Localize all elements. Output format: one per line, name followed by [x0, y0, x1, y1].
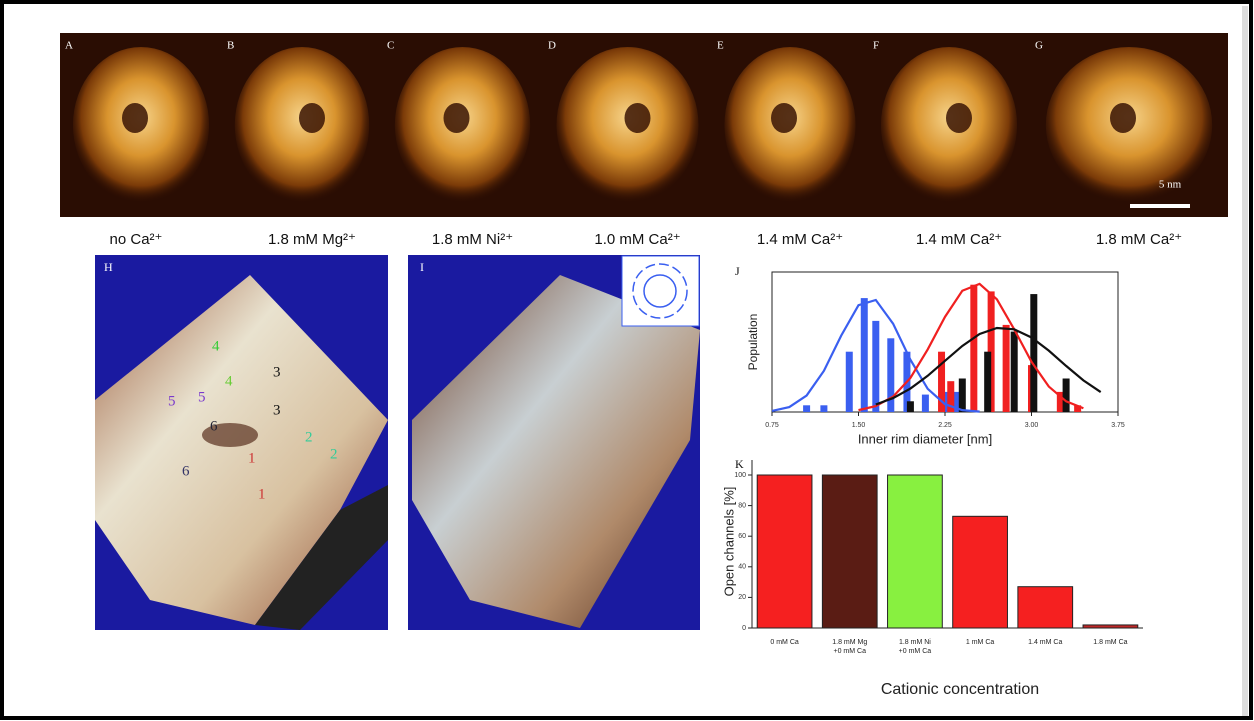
condition-label: 1.8 mM Ni²⁺	[432, 231, 513, 248]
histogram-bar	[846, 352, 853, 412]
y-tick-label: 0	[742, 625, 746, 632]
site-label: 2	[330, 446, 338, 462]
panel-letter: F	[873, 40, 879, 52]
scale-bar	[1130, 204, 1190, 208]
panel-letter: C	[387, 40, 394, 52]
site-label: 2	[305, 429, 313, 445]
panel-letter: J	[735, 264, 740, 278]
y-tick-label: 80	[738, 502, 746, 509]
bar	[953, 516, 1008, 628]
histogram-bar	[861, 298, 868, 412]
x-tick-label: 1 mM Ca	[947, 638, 1013, 647]
figure-canvas: Ano Ca²⁺ B 1.8 mM Mg²⁺ C 1.8 mM Ni²⁺ D 1.0 mM …	[0, 0, 1254, 721]
x-tick-label: 0.75	[765, 422, 779, 429]
x-tick-label: 2.25	[938, 422, 952, 429]
figure: Ano Ca²⁺ B 1.8 mM Mg²⁺ C 1.8 mM Ni²⁺ D 1.0 mM …	[0, 0, 1254, 721]
inset-schematic	[622, 256, 699, 326]
condition-label: 1.8 mM Ca²⁺	[1096, 231, 1182, 248]
afm-row: Ano Ca²⁺ B 1.8 mM Mg²⁺ C 1.8 mM Ni²⁺ D 1.0 mM …	[60, 33, 1228, 248]
condition-label: 1.0 mM Ca²⁺	[594, 231, 680, 248]
x-axis-label: Inner rim diameter [nm]	[858, 431, 992, 446]
scale-bar-label: 5 nm	[1159, 179, 1182, 191]
histogram-bar	[1011, 332, 1018, 412]
y-tick-label: 40	[738, 564, 746, 571]
histogram-bar	[984, 352, 991, 412]
site-label: 5	[168, 393, 176, 409]
condition-label: 1.4 mM Ca²⁺	[916, 231, 1002, 248]
x-tick-label: 1.8 mM Ni +0 mM Ca	[882, 638, 948, 656]
y-tick-label: 100	[734, 472, 746, 479]
histogram-bar	[872, 321, 879, 412]
y-axis-label: Population	[746, 314, 760, 371]
site-label: 1	[258, 486, 266, 502]
panel-letter: B	[227, 40, 234, 52]
panel-letter: E	[717, 40, 724, 52]
x-tick-label: 1.50	[852, 422, 866, 429]
x-axis-label: Cationic concentration	[881, 681, 1039, 698]
bar	[888, 475, 943, 628]
histogram-bar	[803, 405, 810, 412]
y-axis-label: Open channels [%]	[721, 487, 736, 597]
y-tick-label: 60	[738, 533, 746, 540]
y-tick-label: 20	[738, 594, 746, 601]
bar	[757, 475, 812, 628]
afm-pore	[946, 103, 972, 133]
site-label: 4	[225, 373, 233, 389]
bar	[822, 475, 877, 628]
histogram-bar	[1030, 294, 1037, 412]
site-label: 3	[273, 364, 281, 380]
x-tick-label: 3.75	[1111, 422, 1125, 429]
panel-letter: A	[65, 40, 73, 52]
x-tick-label: 0 mM Ca	[752, 638, 818, 647]
panel-letter: D	[548, 40, 556, 52]
histogram-bar	[922, 395, 929, 412]
afm-pore	[299, 103, 325, 133]
afm-pore	[625, 103, 651, 133]
histogram-bar	[970, 285, 977, 412]
afm-pore	[771, 103, 797, 133]
frame-edge	[1242, 6, 1248, 716]
condition-label: 1.4 mM Ca²⁺	[757, 231, 843, 248]
chart-j: 0.75 1.50 2.25 3.00 3.75 Inner rim diameter […	[735, 264, 1125, 447]
panel-letter: K	[735, 457, 744, 471]
site-label: 6	[210, 418, 218, 434]
site-label: 1	[248, 450, 256, 466]
bar	[1018, 587, 1073, 628]
x-tick-label: 3.00	[1025, 422, 1039, 429]
x-tick-label: 1.4 mM Ca	[1012, 638, 1078, 647]
site-label: 4	[212, 338, 220, 354]
x-tick-label: 1.8 mM Ca	[1077, 638, 1143, 647]
histogram-bar	[907, 401, 914, 412]
condition-label: 1.8 mM Mg²⁺	[268, 231, 356, 248]
panel-letter: I	[420, 260, 424, 274]
afm-pore	[1110, 103, 1136, 133]
site-label: 5	[198, 389, 206, 405]
histogram-bar	[1003, 325, 1010, 412]
histogram-bar	[959, 379, 966, 413]
afm-pore	[122, 103, 148, 133]
panel-letter: H	[104, 260, 113, 274]
condition-label: no Ca²⁺	[110, 231, 163, 248]
site-label: 3	[273, 402, 281, 418]
histogram-bar	[820, 405, 827, 412]
histogram-bar	[1063, 379, 1070, 413]
bar	[1083, 625, 1138, 628]
site-label: 6	[182, 463, 190, 479]
panel-letter: G	[1035, 40, 1043, 52]
afm-pore	[444, 103, 470, 133]
x-tick-label: 1.8 mM Mg +0 mM Ca	[817, 638, 883, 656]
chart-k: 0 20 40 60 80 100 Cationic concentration Open c…	[721, 457, 1143, 698]
